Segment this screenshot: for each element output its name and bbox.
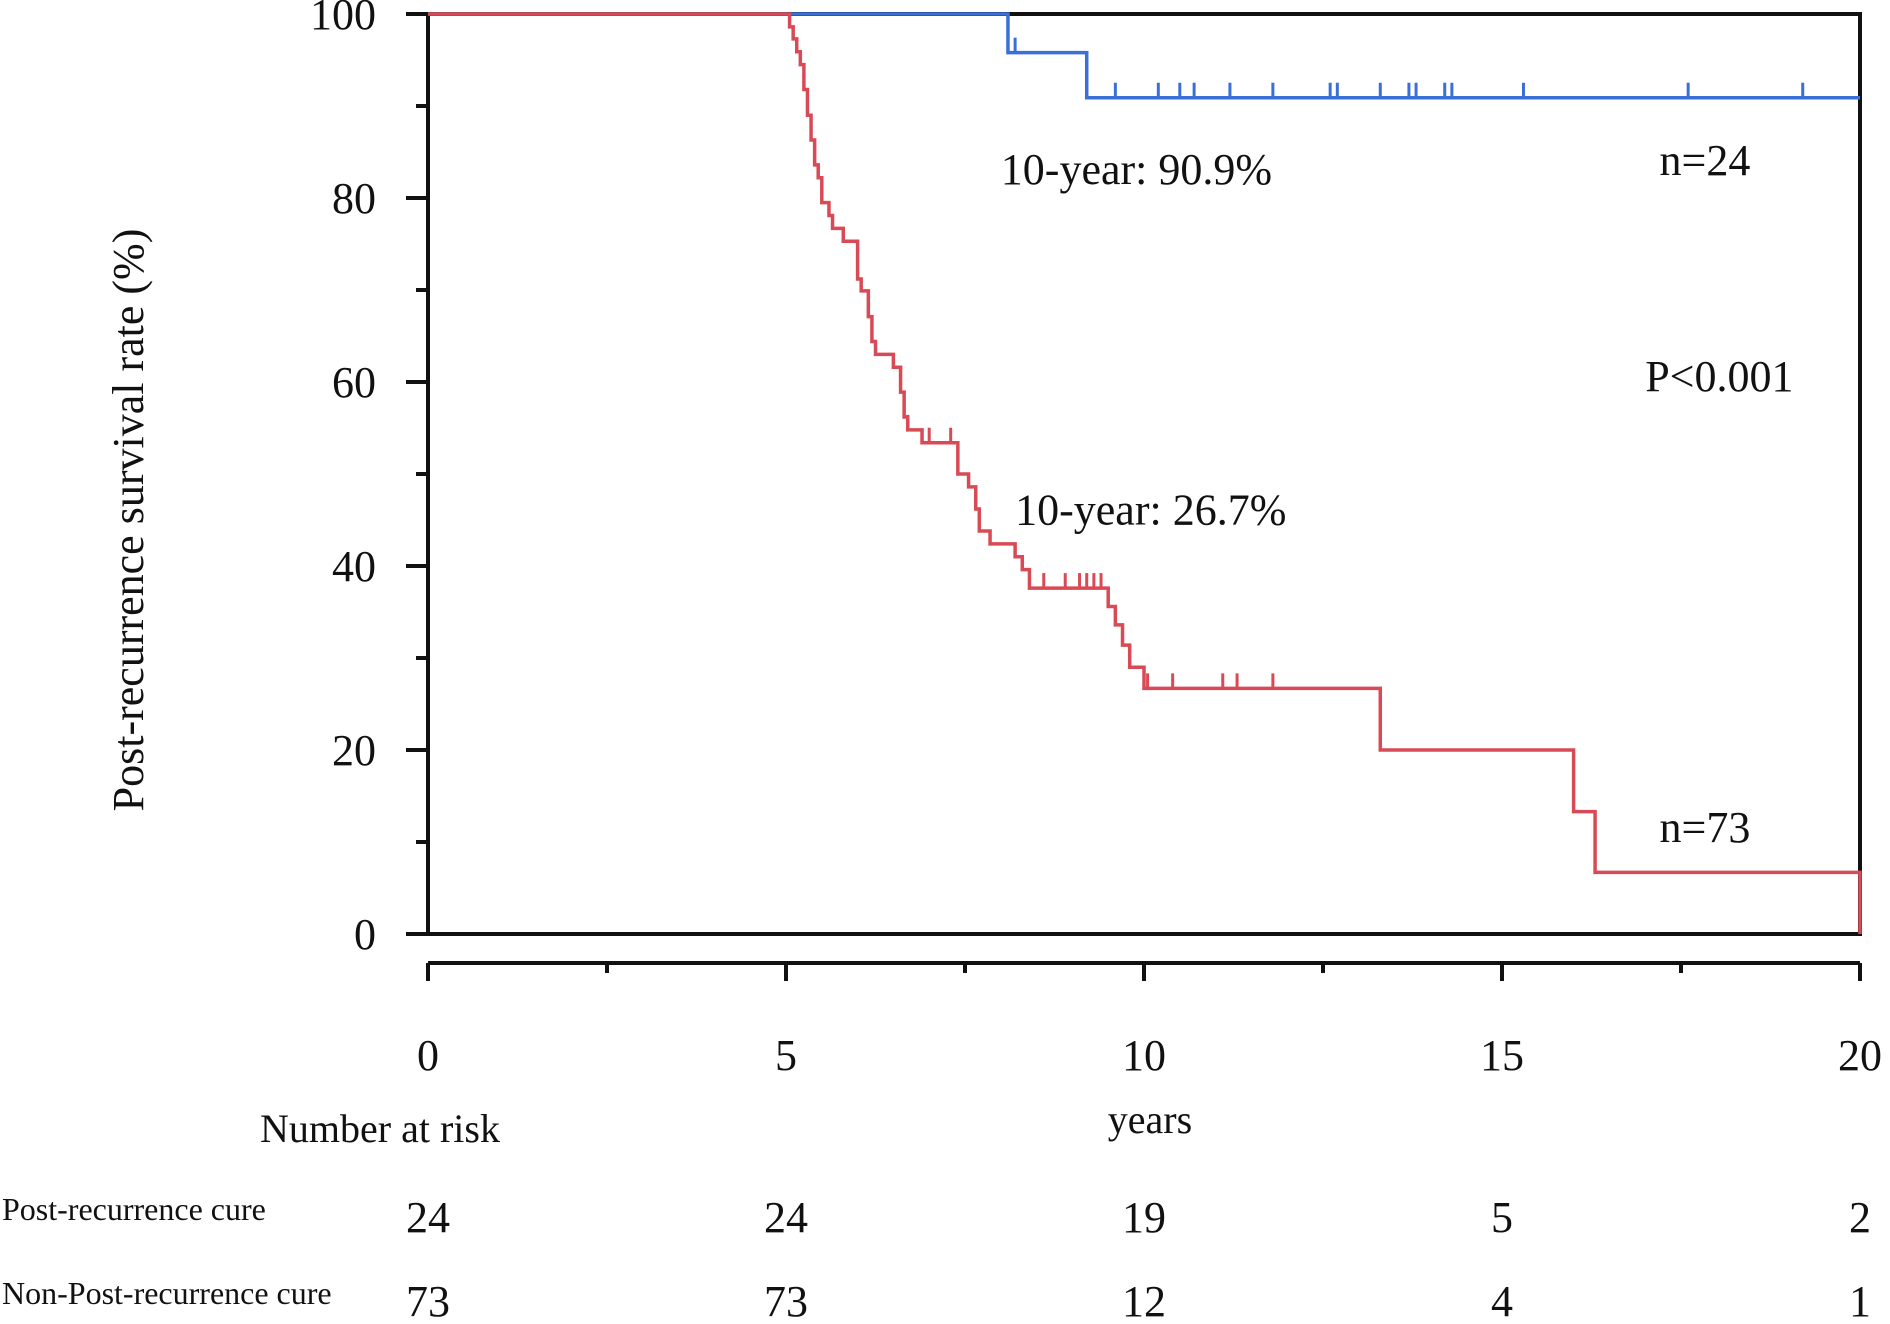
annotation-text: 10-year: 90.9% (1001, 145, 1272, 194)
survival-series-2 (428, 12, 1862, 934)
risk-row-label: Post-recurrence cure (2, 1191, 266, 1227)
risk-value: 24 (764, 1193, 808, 1242)
x-axis-label: years (1108, 1097, 1192, 1142)
risk-value: 4 (1491, 1277, 1513, 1324)
y-tick-label: 100 (310, 0, 376, 39)
risk-value: 73 (764, 1277, 808, 1324)
x-tick-label: 20 (1838, 1031, 1882, 1080)
y-tick-label: 80 (332, 174, 376, 223)
risk-row-label: Non-Post-recurrence cure (2, 1275, 332, 1311)
x-tick-label: 0 (417, 1031, 439, 1080)
risk-value: 5 (1491, 1193, 1513, 1242)
axes: 0 20 40 60 80 100 0 5 10 15 20 (310, 0, 1882, 1080)
series-layer (428, 12, 1862, 934)
risk-table-heading: Number at risk (260, 1106, 500, 1151)
risk-value: 19 (1122, 1193, 1166, 1242)
y-tick-label: 0 (354, 910, 376, 959)
risk-value: 2 (1849, 1193, 1871, 1242)
annotation-text: n=73 (1660, 803, 1751, 852)
survival-series-1 (428, 12, 1860, 100)
annotation-text: n=24 (1660, 136, 1751, 185)
x-tick-label: 10 (1122, 1031, 1166, 1080)
risk-value: 73 (406, 1277, 450, 1324)
y-tick-label: 20 (332, 726, 376, 775)
x-tick-label: 5 (775, 1031, 797, 1080)
risk-value: 24 (406, 1193, 450, 1242)
survival-curve (428, 12, 1860, 100)
y-axis-label: Post-recurrence survival rate (%) (104, 229, 153, 812)
x-tick-label: 15 (1480, 1031, 1524, 1080)
risk-value: 1 (1849, 1277, 1871, 1324)
y-tick-label: 60 (332, 358, 376, 407)
annotation-text: 10-year: 26.7% (1015, 486, 1286, 535)
survival-curve (428, 12, 1862, 934)
risk-value: 12 (1122, 1277, 1166, 1324)
y-tick-label: 40 (332, 542, 376, 591)
annotation-text: P<0.001 (1645, 352, 1793, 401)
